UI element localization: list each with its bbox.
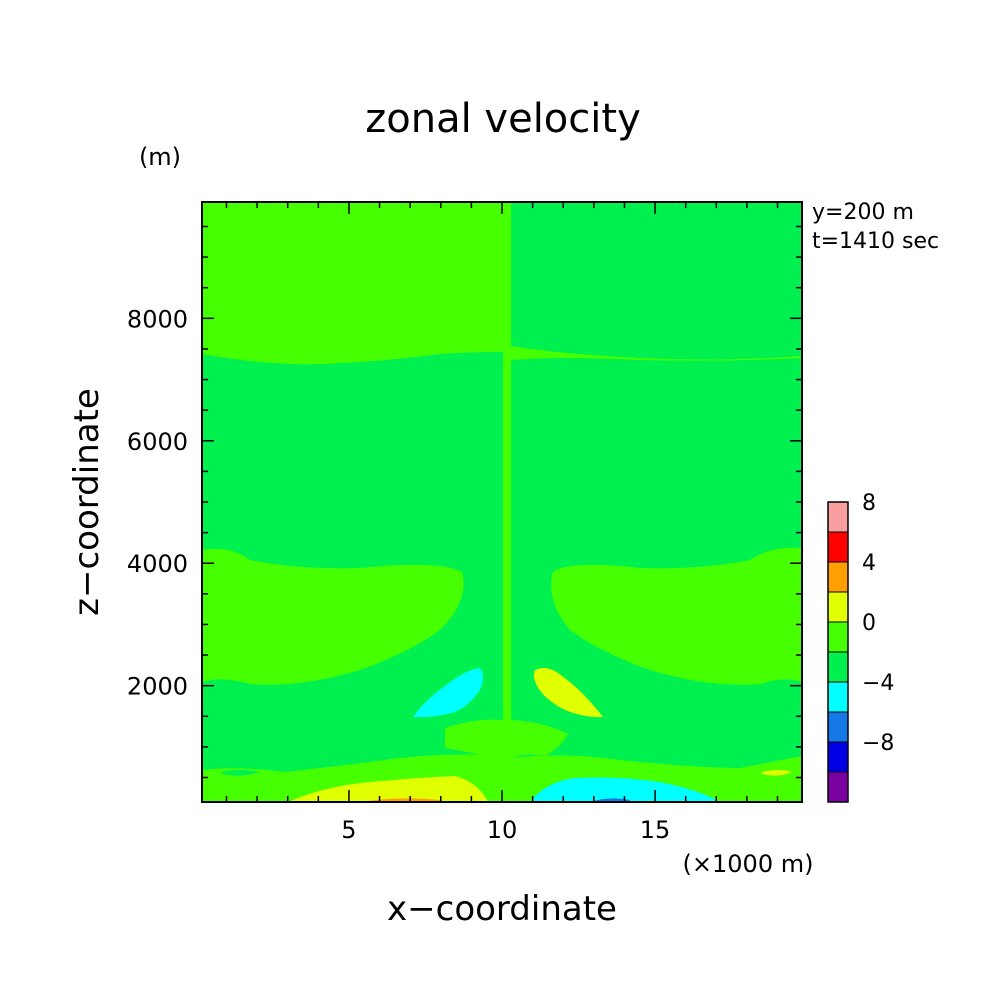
colorbar-segment <box>827 741 849 773</box>
field-right-lobe <box>551 547 802 685</box>
colorbar-tick-label: −8 <box>862 731 894 756</box>
y-unit-label: (m) <box>139 143 181 171</box>
axis-ticks <box>202 202 802 802</box>
colorbar: −8 −4 0 4 8 <box>827 491 894 803</box>
field-center-low <box>445 719 568 760</box>
field-neg-anomaly-left <box>413 668 483 718</box>
field-upper-left <box>202 202 507 365</box>
annotation-t: t=1410 sec <box>812 229 939 254</box>
colorbar-frame <box>827 501 849 803</box>
colorbar-tick-label: 4 <box>862 551 876 576</box>
x-unit-label: (×1000 m) <box>683 850 814 878</box>
colorbar-segment <box>827 531 849 563</box>
x-tick-label: 15 <box>640 816 671 844</box>
colorbar-segment <box>827 621 849 653</box>
chart-title: zonal velocity <box>365 96 641 142</box>
axis-labels: 5 10 15 2000 4000 6000 8000 <box>127 305 670 844</box>
y-tick-label: 6000 <box>127 428 188 456</box>
field-left-small-notch <box>222 770 260 776</box>
y-tick-label: 4000 <box>127 550 188 578</box>
contour-field <box>202 202 802 802</box>
colorbar-segment <box>827 591 849 623</box>
colorbar-segment <box>827 711 849 743</box>
y-axis-label: z−coordinate <box>67 388 107 616</box>
field-center-column <box>503 202 511 802</box>
y-tick-label: 8000 <box>127 305 188 333</box>
x-axis-label: x−coordinate <box>387 889 617 929</box>
colorbar-segment <box>827 651 849 683</box>
field-surface-negative <box>530 777 720 802</box>
field-surface-positive <box>288 776 488 802</box>
field-right-small-notch <box>762 770 792 776</box>
colorbar-tick-label: 0 <box>862 611 876 636</box>
colorbar-tick-label: −4 <box>862 671 894 696</box>
annotation-y: y=200 m <box>812 200 914 225</box>
x-tick-label: 5 <box>341 816 356 844</box>
x-tick-label: 10 <box>487 816 518 844</box>
colorbar-segment <box>827 681 849 713</box>
field-left-lobe <box>202 548 464 685</box>
colorbar-segment <box>827 501 849 533</box>
field-pos-anomaly-right <box>533 668 603 718</box>
colorbar-segment <box>827 561 849 593</box>
y-tick-label: 2000 <box>127 673 188 701</box>
colorbar-segment <box>827 771 849 803</box>
colorbar-tick-label: 8 <box>862 491 876 516</box>
